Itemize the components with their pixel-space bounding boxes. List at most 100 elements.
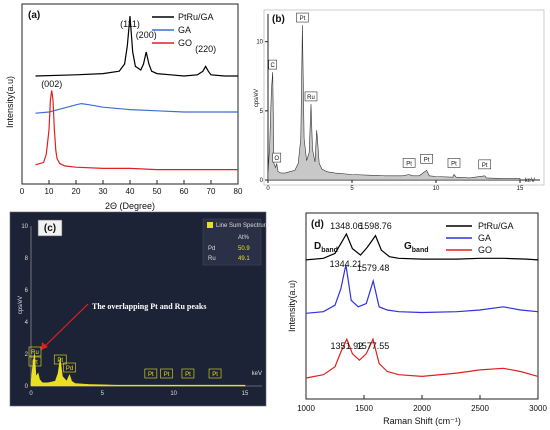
panel-b-peak-box <box>402 158 416 168</box>
panel-c-row-ru-val: 49.1 <box>238 256 250 262</box>
panel-a-peak-label: (002) <box>41 79 62 89</box>
panel-b-peak-label: C <box>271 63 276 69</box>
panel-a-xtick-label: 70 <box>207 187 216 196</box>
panel-a-frame <box>21 3 239 185</box>
panel-b-ytick-label: 0 <box>260 178 264 184</box>
panel-c-peak-box <box>53 354 67 365</box>
panel-b-xtick-label: 10 <box>433 186 440 192</box>
panel-b-peak-label: Pt <box>300 16 306 22</box>
panel-a-xtick-label: 60 <box>180 187 189 196</box>
panel-a-series-ptru-ga <box>35 15 238 77</box>
panel-b-peak-box <box>447 158 461 168</box>
panel-a-legend-label: GA <box>178 25 191 35</box>
panel-b: (b) cps/eV keV 0 5 10 15 0 5 10 C O Pt Ru Pt Pt Pt Pt <box>254 9 545 192</box>
panel-d-dband-label: Dband <box>314 241 338 254</box>
panel-c-peak-label: Pt <box>148 372 154 378</box>
panel-c-peak-label: Pt <box>57 358 63 364</box>
panel-a-peak-label: (111) <box>120 19 140 29</box>
panel-c-peak-label: Pd <box>66 366 73 372</box>
panel-a-xtick-label: 10 <box>45 187 54 196</box>
panel-d-legend-label: PtRu/GA <box>478 221 514 231</box>
panel-b-xtick-label: 15 <box>517 186 524 192</box>
panel-b-peak-box <box>420 154 433 164</box>
panel-a-ylabel: Intensity(a.u) <box>5 76 15 128</box>
panel-d-series-ga <box>305 264 539 314</box>
panel-d-series-go <box>305 337 539 379</box>
panel-d-peak-label: 1348.06 <box>330 221 363 231</box>
panel-c-xlabel: keV <box>252 371 262 377</box>
panel-c-peak-label: Ru <box>31 350 39 356</box>
panel-b-ytick-label: 10 <box>256 40 263 46</box>
panel-c-peak-label: Pt <box>185 372 191 378</box>
panel-b-xtick-label: 5 <box>350 186 354 192</box>
panel-c-row-pd-val: 50.9 <box>238 246 250 252</box>
panel-b-xtick-label: 0 <box>266 186 270 192</box>
panel-a-series-ga <box>35 102 238 114</box>
panel-c-peak-box <box>181 368 195 379</box>
panel-a: (a) Intensity(a.u) 2Θ (Degree) 0 10 20 30 40… <box>5 3 243 211</box>
panel-d-peak-label: 1579.48 <box>357 263 390 273</box>
panel-b-peak-box <box>272 152 282 163</box>
panel-c-peak-label: Pt <box>164 372 170 378</box>
panel-c-arrowhead <box>41 342 48 350</box>
panel-d-xtick-label: 1000 <box>297 404 315 413</box>
panel-b-peak-box <box>478 159 492 170</box>
panel-d-ylabel: Intensity(a.u) <box>287 280 297 332</box>
panel-d-legend-label: GA <box>478 233 491 243</box>
panel-c-xtick-label: 5 <box>101 391 105 397</box>
panel-c-legend-swatch <box>207 222 213 228</box>
panel-c-peak-box <box>208 368 222 379</box>
panel-d-peak-label: 1598.76 <box>359 221 392 231</box>
panel-b-label: (b) <box>272 14 285 25</box>
panel-d-xtick-label: 2000 <box>413 404 431 413</box>
panel-c-annotation: The overlapping Pt and Ru peaks <box>92 302 206 311</box>
panel-c-peak-label: Pt <box>32 360 38 366</box>
panel-d-peak-label: 1351.92 <box>331 341 364 351</box>
panel-c-xtick-label: 10 <box>170 391 177 397</box>
panel-b-ytick-label: 5 <box>260 109 264 115</box>
panel-c-peak-box <box>63 362 76 373</box>
panel-a-legend-label: GO <box>178 38 192 48</box>
panel-a-legend-label: PtRu/GA <box>178 12 214 22</box>
panel-c-ytick-label: 4 <box>25 320 29 326</box>
panel-c-legend-text: Line Sum Spectrum <box>216 223 269 229</box>
panel-b-peak-box <box>296 12 309 23</box>
panel-b-peak-label: Pt <box>482 163 488 169</box>
panel-c-ytick-label: 2 <box>25 352 29 358</box>
panel-a-xtick-label: 50 <box>153 187 162 196</box>
panel-a-xtick-label: 20 <box>72 187 81 196</box>
panel-c-ytick-label: 6 <box>25 288 29 294</box>
panel-c-spectrum <box>30 353 246 387</box>
panel-b-spectrum <box>267 25 521 181</box>
panel-c-peak-box <box>28 346 42 357</box>
panel-a-xtick-label: 30 <box>99 187 108 196</box>
panel-b-peak-label: Pt <box>406 161 412 167</box>
panel-d-xlabel: Raman Shift (cm⁻¹) <box>383 416 461 426</box>
panel-c-label: (c) <box>44 223 56 234</box>
panel-c-xtick-label: 15 <box>242 391 249 397</box>
panel-b-peak-label: Ru <box>307 95 315 101</box>
panel-d-xtick-label: 3000 <box>529 404 547 413</box>
panel-d-peak-label: 1344.21 <box>330 259 363 269</box>
panel-d: (d) Intensity(a.u) Raman Shift (cm⁻¹) Db… <box>287 212 547 426</box>
panel-c-annotation-arrow <box>40 303 89 351</box>
panel-a-xtick-label: 80 <box>234 187 243 196</box>
panel-a-series-go <box>35 90 238 171</box>
panel-c-xtick-label: 0 <box>29 391 33 397</box>
panel-d-series-ptru-ga <box>305 232 539 261</box>
panel-a-peak-label: (220) <box>195 44 216 54</box>
panel-c-row-pd-el: Pd <box>208 246 215 252</box>
panel-c-ytick-label: 10 <box>21 224 28 230</box>
panel-c-ytick-label: 8 <box>25 256 29 262</box>
panel-c: (c) cps/eV keV Line Sum Spectrum At% Pd … <box>9 211 269 407</box>
panel-d-frame <box>305 212 539 400</box>
panel-c-peak-label: Pt <box>212 372 218 378</box>
panel-c-label-box <box>37 219 63 237</box>
panel-d-xtick-label: 1500 <box>355 404 373 413</box>
panel-c-peak-box <box>160 368 173 379</box>
panel-b-peak-label: O <box>274 156 279 162</box>
panel-c-peak-box <box>144 368 158 379</box>
panel-b-ylabel: cps/eV <box>254 89 260 107</box>
panel-b-peak-label: Pt <box>424 157 430 163</box>
